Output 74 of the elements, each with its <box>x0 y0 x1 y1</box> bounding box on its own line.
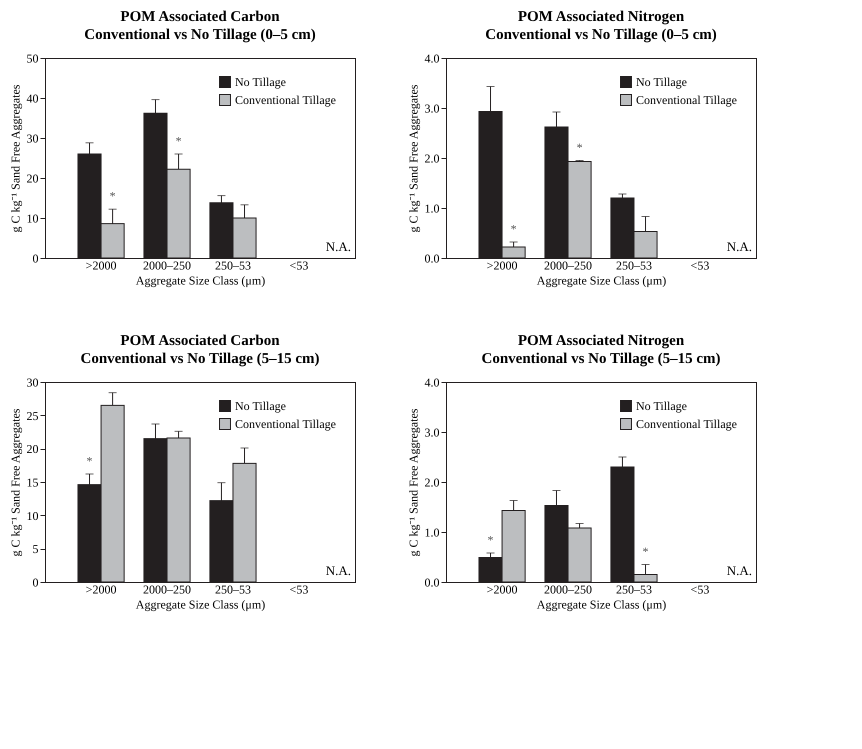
data-label: * <box>642 544 649 558</box>
y-axis-title: g C kg⁻¹ Sand Free Aggregates <box>406 84 420 232</box>
y-tick-label: 1.0 <box>424 526 440 540</box>
data-label: * <box>488 533 494 547</box>
legend-label: Conventional Tillage <box>235 417 336 431</box>
x-axis-title: Aggregate Size Class (μm) <box>136 598 266 612</box>
x-tick-label: >2000 <box>486 258 518 272</box>
x-tick-label: >2000 <box>486 582 518 596</box>
y-tick-label: 4.0 <box>424 52 440 66</box>
y-tick-label: 15 <box>26 476 38 490</box>
y-tick-label: 30 <box>26 376 38 390</box>
y-tick-label: 0.0 <box>424 576 440 590</box>
chart-title: POM Associated Carbon <box>120 333 280 349</box>
y-tick-label: 1.0 <box>424 202 440 216</box>
y-tick-label: 3.0 <box>424 426 440 440</box>
data-label: * <box>110 189 116 204</box>
x-tick-label: <53 <box>290 582 308 596</box>
y-tick-label: 50 <box>26 52 38 66</box>
chart-subtitle: Conventional vs No Tillage (5–15 cm) <box>80 351 320 367</box>
legend-label: No Tillage <box>235 75 286 89</box>
chart-title: POM Associated Carbon <box>120 9 280 25</box>
y-tick-label: 0.0 <box>424 252 440 266</box>
y-tick-label: 2.0 <box>424 152 440 166</box>
x-tick-label: 250–53 <box>214 258 251 272</box>
x-tick-label: 250–53 <box>616 582 652 596</box>
chart-subtitle: Conventional vs No Tillage (0–5 cm) <box>485 27 717 43</box>
x-axis-title: Aggregate Size Class (μm) <box>136 274 266 288</box>
y-axis-title: g C kg⁻¹ Sand Free Aggregates <box>406 408 420 556</box>
x-axis-title: Aggregate Size Class (μm) <box>536 274 666 288</box>
y-tick-label: 40 <box>26 92 38 106</box>
y-tick-label: 0 <box>32 576 38 590</box>
annotation: N.A. <box>326 563 351 578</box>
x-tick-label: 250–53 <box>214 582 251 596</box>
legend-label: No Tillage <box>636 399 688 413</box>
legend-label: Conventional Tillage <box>636 417 738 431</box>
y-tick-label: 20 <box>26 442 38 456</box>
chart-title: POM Associated Nitrogen <box>518 333 685 349</box>
x-tick-label: >2000 <box>86 582 116 596</box>
x-tick-label: >2000 <box>86 258 116 272</box>
x-tick-label: 250–53 <box>616 258 652 272</box>
x-tick-label: <53 <box>290 258 308 272</box>
data-label: * <box>176 134 182 148</box>
chart-subtitle: Conventional vs No Tillage (0–5 cm) <box>84 27 316 43</box>
y-tick-label: 20 <box>26 172 38 186</box>
legend-label: No Tillage <box>235 399 286 413</box>
annotation: N.A. <box>326 239 351 254</box>
y-axis-title: g C kg⁻¹ Sand Free Aggregates <box>8 84 22 232</box>
y-tick-label: 2.0 <box>424 476 440 490</box>
y-axis-title: g C kg⁻¹ Sand Free Aggregates <box>8 408 22 556</box>
legend-label: No Tillage <box>636 75 688 89</box>
y-tick-label: 30 <box>26 132 38 146</box>
y-tick-label: 0 <box>32 252 38 266</box>
x-tick-label: 2000–250 <box>544 582 592 596</box>
y-tick-label: 10 <box>26 508 38 523</box>
y-tick-label: 5 <box>32 542 38 556</box>
data-label: * <box>510 222 517 236</box>
x-tick-label: <53 <box>690 582 710 596</box>
data-label: * <box>86 454 93 468</box>
y-tick-label: 10 <box>26 212 38 226</box>
y-tick-label: 25 <box>26 408 38 423</box>
legend-label: Conventional Tillage <box>636 93 738 107</box>
x-tick-label: <53 <box>690 258 710 272</box>
annotation: N.A. <box>726 239 752 254</box>
annotation: N.A. <box>726 563 752 578</box>
chart-subtitle: Conventional vs No Tillage (5–15 cm) <box>481 351 721 367</box>
chart-title: POM Associated Nitrogen <box>518 9 685 25</box>
y-tick-label: 3.0 <box>424 102 440 116</box>
legend-label: Conventional Tillage <box>235 93 336 107</box>
x-axis-title: Aggregate Size Class (μm) <box>536 598 666 612</box>
x-tick-label: 2000–250 <box>143 582 192 596</box>
y-tick-label: 4.0 <box>424 376 440 390</box>
x-tick-label: 2000–250 <box>544 258 592 272</box>
data-label: * <box>576 140 583 154</box>
x-tick-label: 2000–250 <box>143 258 192 272</box>
